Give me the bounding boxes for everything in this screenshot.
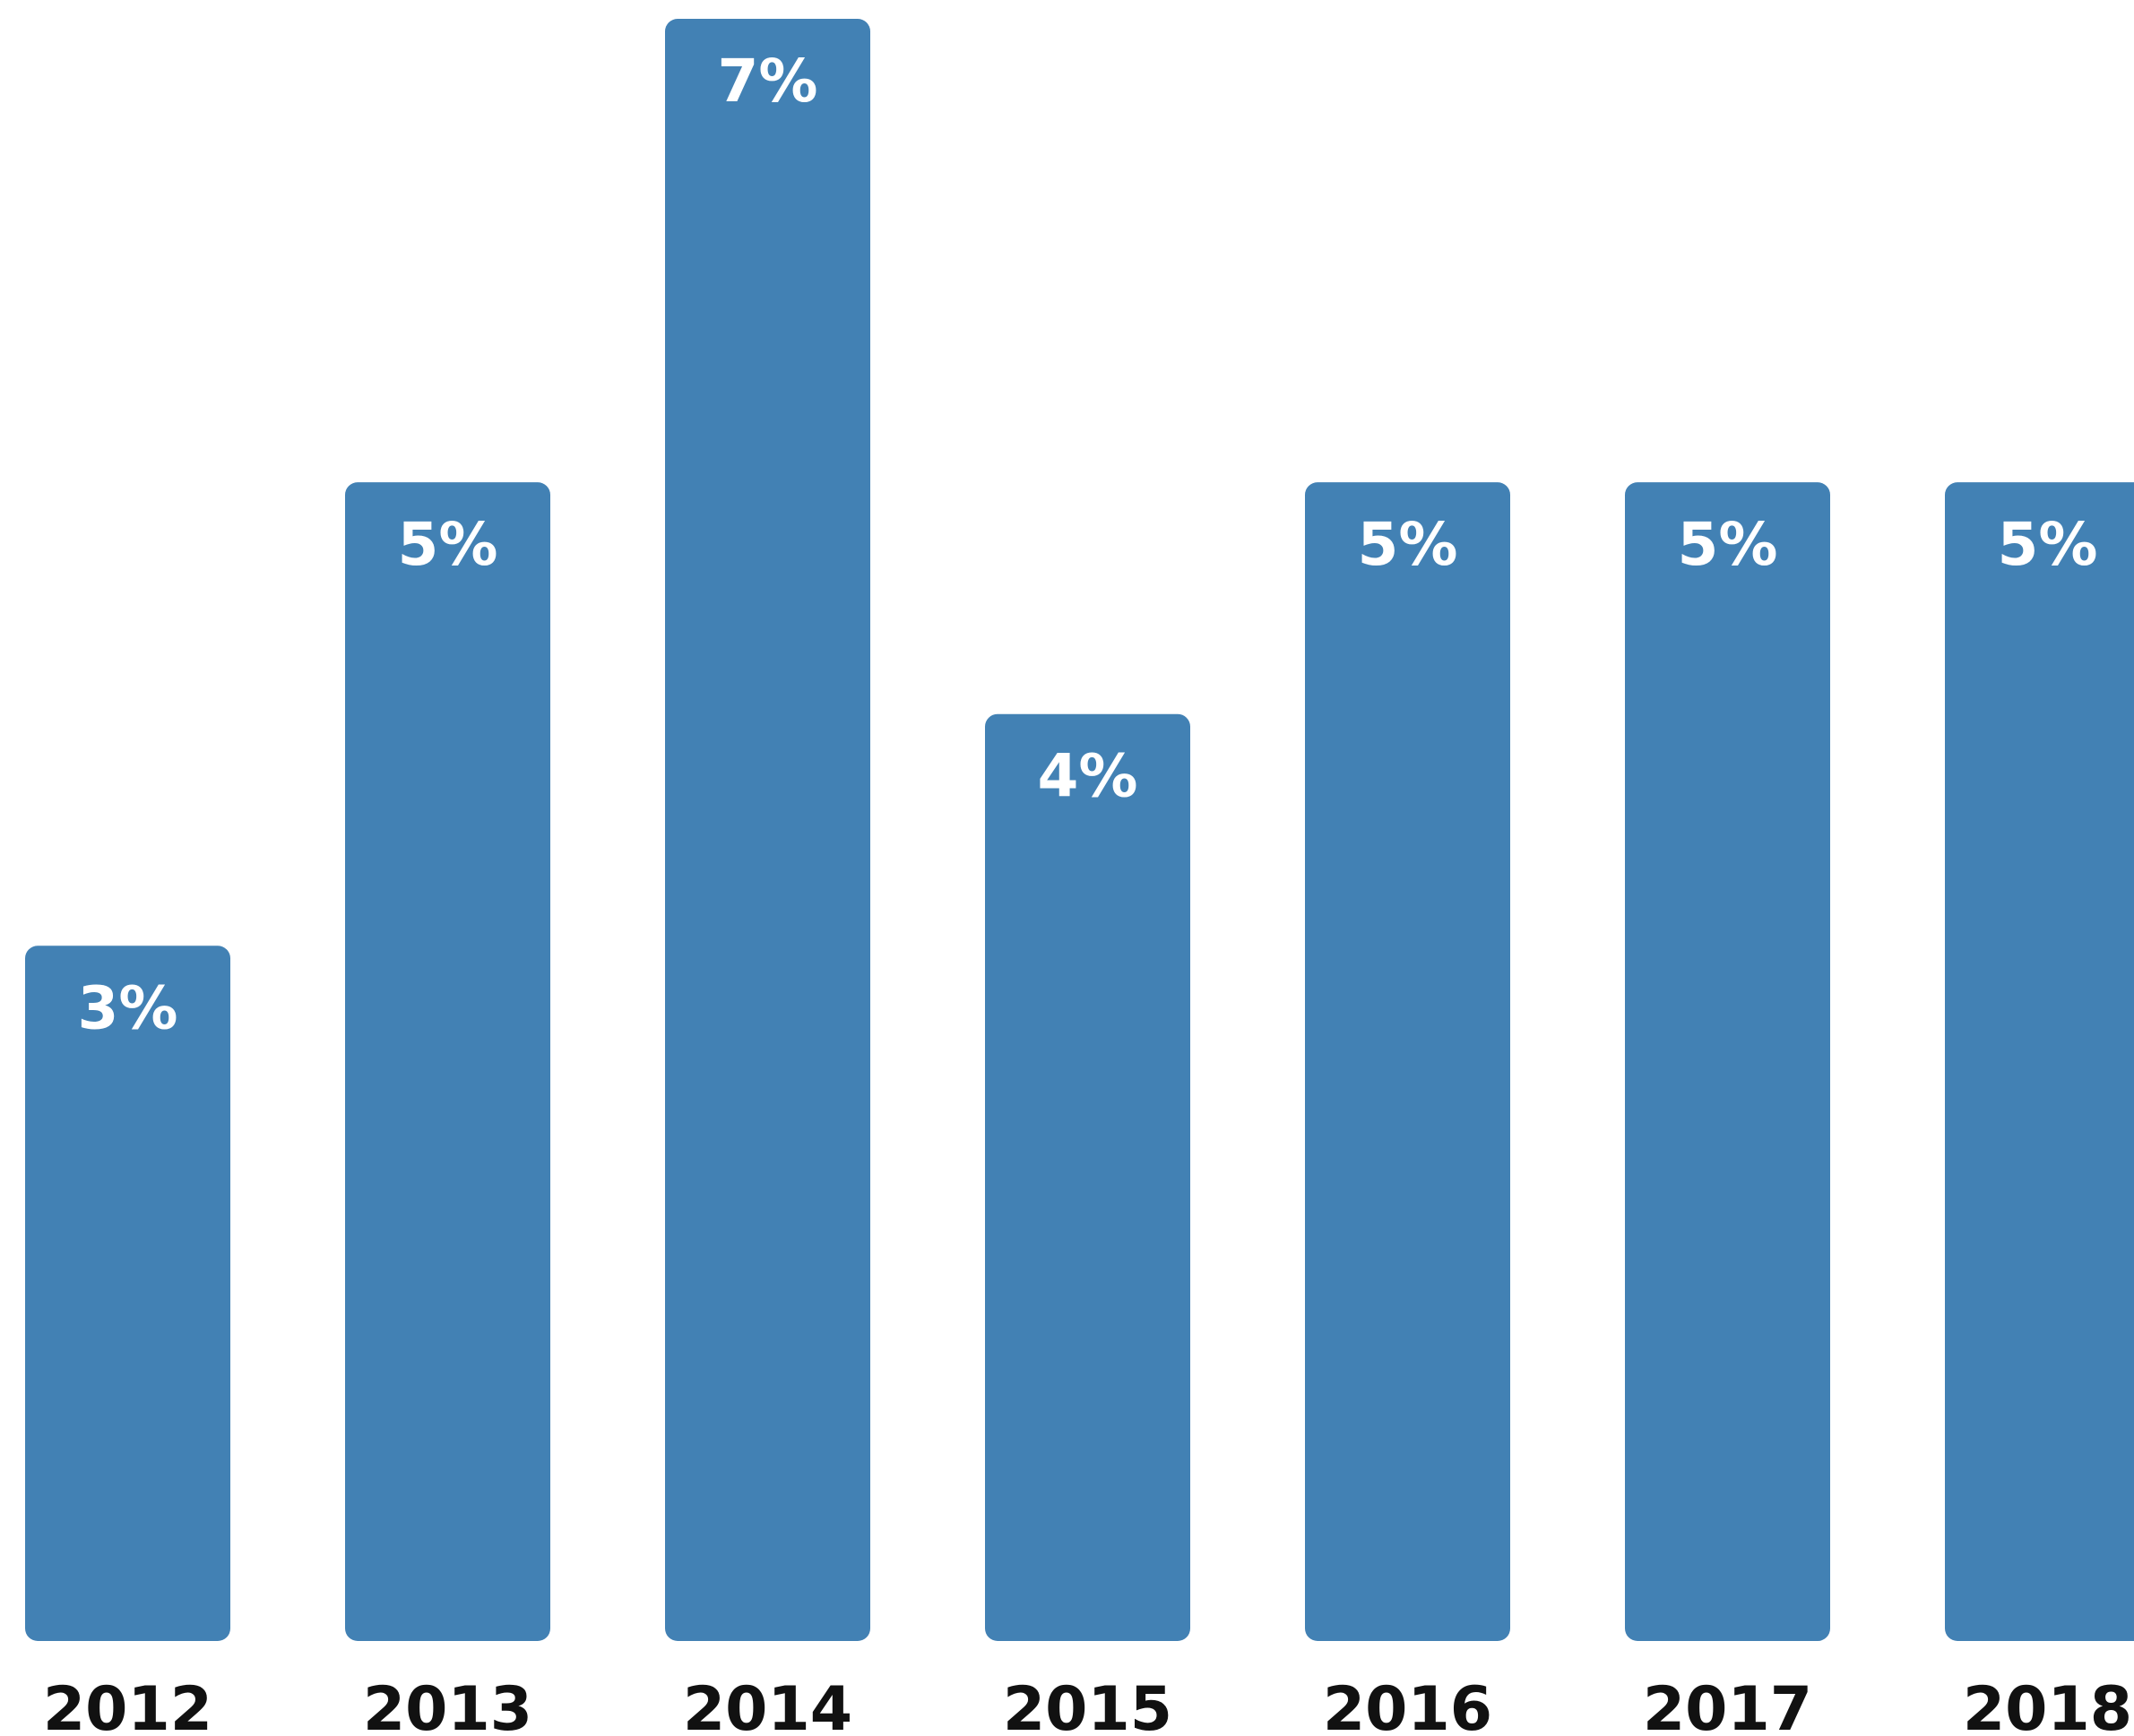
data-label-2012: 3% bbox=[77, 973, 177, 1042]
x-tick-label-2015: 2015 bbox=[1003, 1674, 1172, 1736]
x-tick-label-2014: 2014 bbox=[683, 1674, 852, 1736]
bar-2016 bbox=[1305, 482, 1510, 1642]
data-label-2014: 7% bbox=[717, 47, 817, 116]
bar-2013 bbox=[345, 482, 550, 1642]
bar-2015 bbox=[985, 713, 1190, 1641]
bar-2014 bbox=[665, 19, 870, 1641]
x-tick-label-2017: 2017 bbox=[1643, 1674, 1812, 1736]
x-tick-label-2013: 2013 bbox=[363, 1674, 532, 1736]
bar-2017 bbox=[1625, 482, 1830, 1642]
data-label-2018: 5% bbox=[1997, 510, 2097, 579]
x-axis-tick-labels: 2012 2013 2014 2015 2016 2017 2018 bbox=[43, 1674, 2132, 1736]
data-label-2015: 4% bbox=[1037, 742, 1137, 811]
value-labels: 3% 5% 7% 4% 5% 5% 5% bbox=[77, 47, 2097, 1042]
bars bbox=[25, 19, 2134, 1642]
bar-2012 bbox=[25, 946, 230, 1641]
x-tick-label-2018: 2018 bbox=[1963, 1674, 2132, 1736]
data-label-2016: 5% bbox=[1357, 510, 1457, 579]
x-tick-label-2012: 2012 bbox=[43, 1674, 212, 1736]
data-label-2013: 5% bbox=[397, 510, 497, 579]
bar-2018 bbox=[1945, 482, 2134, 1641]
data-label-2017: 5% bbox=[1677, 510, 1777, 579]
x-tick-label-2016: 2016 bbox=[1323, 1674, 1492, 1736]
